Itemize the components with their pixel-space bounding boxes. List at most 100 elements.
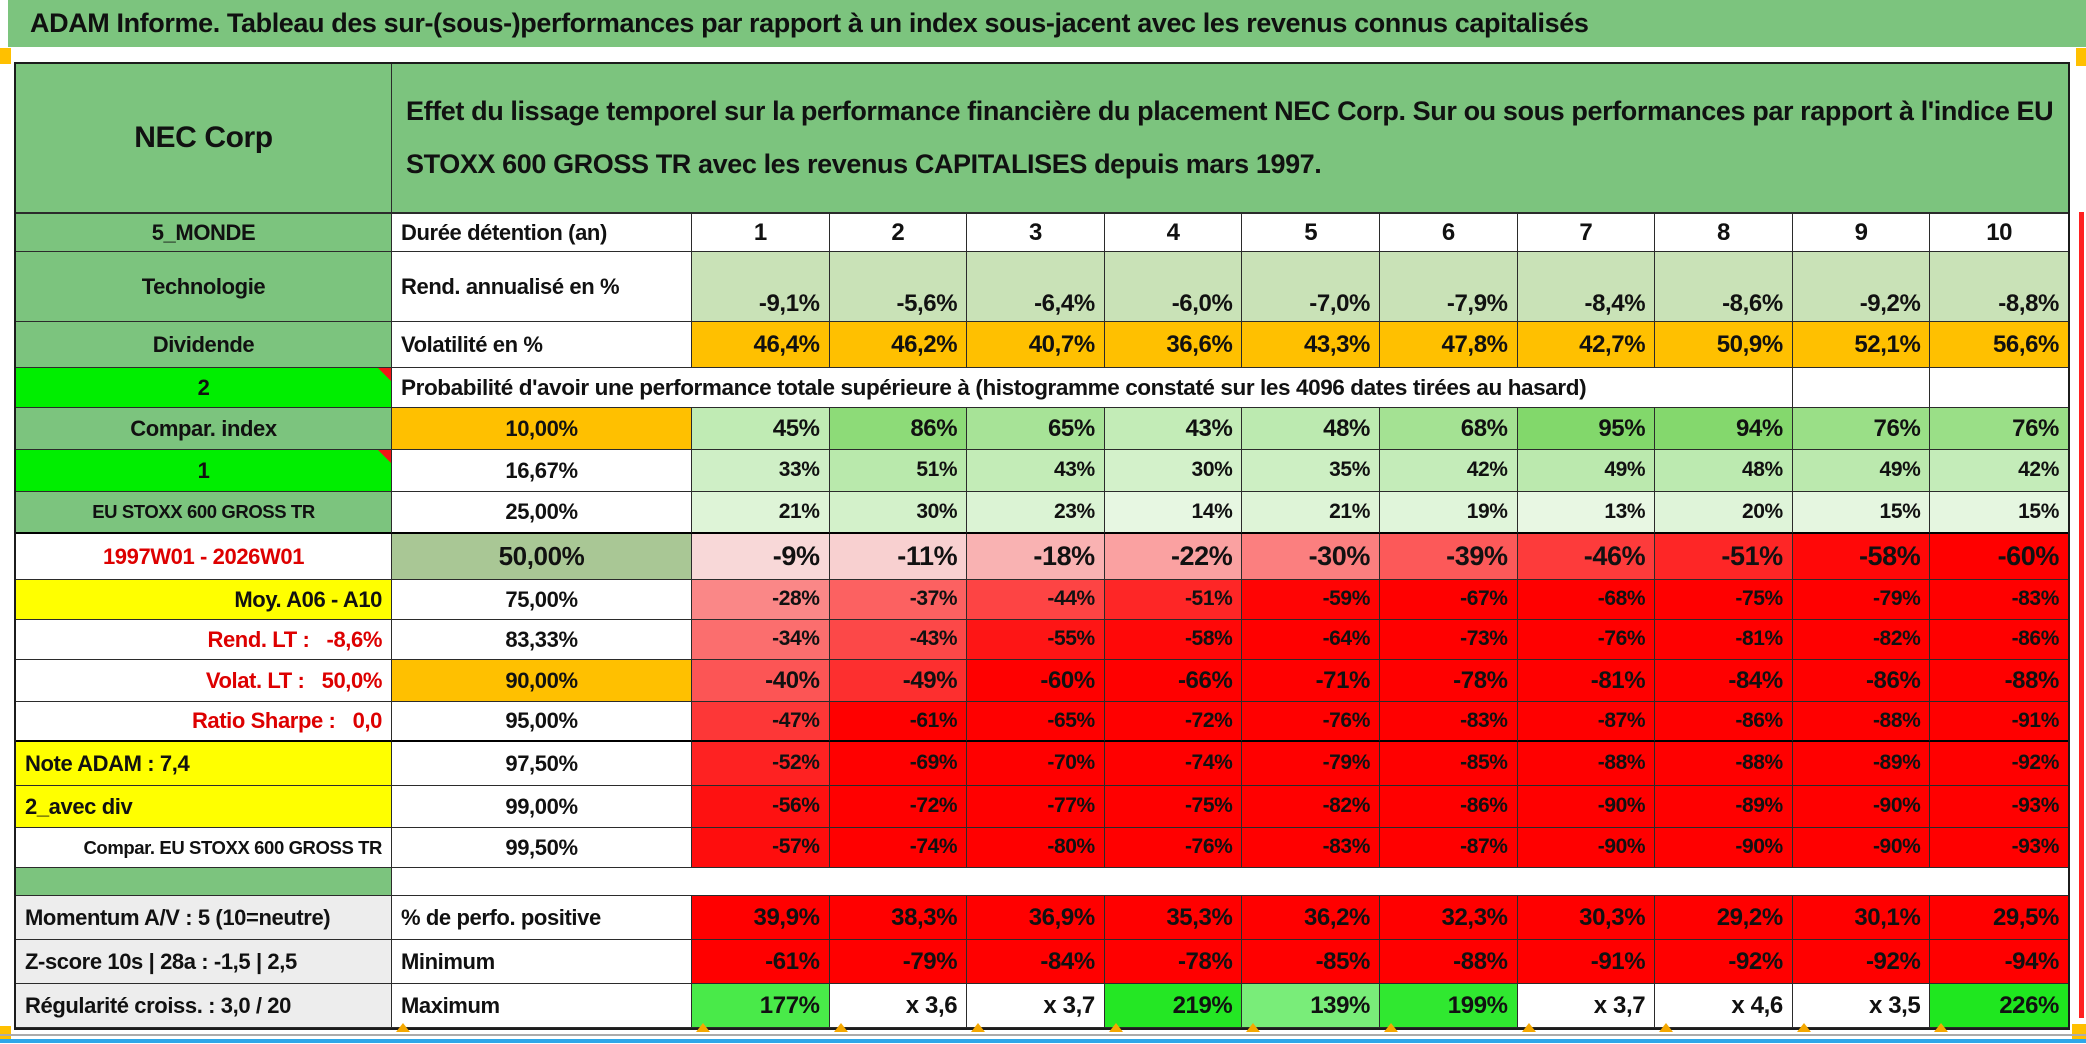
cell-r18-c6[interactable]: x 3,7 [1517, 984, 1656, 1028]
cell-r13-c6[interactable]: -90% [1517, 786, 1656, 828]
cell-r18-b[interactable]: Maximum [392, 984, 692, 1028]
cell-r12-c1[interactable]: -69% [829, 742, 968, 786]
cell-r10-c3[interactable]: -66% [1104, 660, 1243, 702]
cell-r11-c5[interactable]: -83% [1380, 702, 1518, 742]
cell-r5-a[interactable]: 1 [16, 450, 392, 492]
cell-r5-c1[interactable]: 51% [829, 450, 968, 492]
cell-r4-c2[interactable]: 65% [967, 408, 1105, 450]
cell-r1-c8[interactable]: -9,2% [1792, 252, 1931, 322]
cell-r7-c5[interactable]: -39% [1380, 534, 1518, 580]
cell-r1-c7[interactable]: -8,6% [1655, 252, 1793, 322]
cell-r4-c0[interactable]: 45% [692, 408, 830, 450]
cell-r16-c6[interactable]: 30,3% [1517, 896, 1656, 940]
cell-r14-b[interactable]: 99,50% [392, 828, 692, 868]
cell-r18-c7[interactable]: x 4,6 [1655, 984, 1793, 1028]
cell-r10-c5[interactable]: -78% [1380, 660, 1518, 702]
cell-r6-c2[interactable]: 23% [967, 492, 1105, 534]
cell-r13-c0[interactable]: -56% [692, 786, 830, 828]
cell-r6-c4[interactable]: 21% [1242, 492, 1380, 534]
cell-r0-c4[interactable]: 5 [1242, 214, 1380, 252]
cell-r2-c0[interactable]: 46,4% [692, 322, 830, 368]
cell-r5-c0[interactable]: 33% [692, 450, 830, 492]
cell-r10-c4[interactable]: -71% [1242, 660, 1380, 702]
cell-r16-c1[interactable]: 38,3% [829, 896, 968, 940]
cell-r14-c8[interactable]: -90% [1792, 828, 1931, 868]
cell-r17-c8[interactable]: -92% [1792, 940, 1931, 984]
cell-r8-c2[interactable]: -44% [967, 580, 1105, 620]
cell-r7-c4[interactable]: -30% [1242, 534, 1380, 580]
cell-r5-c9[interactable]: 42% [1930, 450, 2068, 492]
cell-r11-c0[interactable]: -47% [692, 702, 830, 742]
cell-r1-c3[interactable]: -6,0% [1104, 252, 1243, 322]
cell-r12-c6[interactable]: -88% [1517, 742, 1656, 786]
cell-r11-c8[interactable]: -88% [1792, 702, 1931, 742]
cell-r17-b[interactable]: Minimum [392, 940, 692, 984]
cell-r16-a[interactable]: Momentum A/V : 5 (10=neutre) [16, 896, 392, 940]
cell-r14-c5[interactable]: -87% [1380, 828, 1518, 868]
cell-r1-c6[interactable]: -8,4% [1517, 252, 1656, 322]
cell-r10-b[interactable]: 90,00% [392, 660, 692, 702]
cell-r1-c9[interactable]: -8,8% [1930, 252, 2068, 322]
cell-r2-c9[interactable]: 56,6% [1930, 322, 2068, 368]
cell-r8-a[interactable]: Moy. A06 - A10 [16, 580, 392, 620]
cell-r16-c2[interactable]: 36,9% [967, 896, 1105, 940]
cell-r11-c2[interactable]: -65% [967, 702, 1105, 742]
cell-r4-c1[interactable]: 86% [829, 408, 968, 450]
cell-r2-a[interactable]: Dividende [16, 322, 392, 368]
cell-r4-c4[interactable]: 48% [1242, 408, 1380, 450]
cell-r9-c9[interactable]: -86% [1930, 620, 2068, 660]
cell-r18-c4[interactable]: 139% [1242, 984, 1380, 1028]
cell-r9-b[interactable]: 83,33% [392, 620, 692, 660]
cell-r4-b[interactable]: 10,00% [392, 408, 692, 450]
cell-r18-c0[interactable]: 177% [692, 984, 830, 1028]
cell-r12-a[interactable]: Note ADAM : 7,4 [16, 742, 392, 786]
cell-r18-c8[interactable]: x 3,5 [1792, 984, 1931, 1028]
cell-r3-empty-1[interactable] [1930, 368, 2068, 408]
cell-r5-c3[interactable]: 30% [1104, 450, 1243, 492]
cell-r9-c0[interactable]: -34% [692, 620, 830, 660]
cell-r9-a[interactable]: Rend. LT : -8,6% [16, 620, 392, 660]
cell-r2-c2[interactable]: 40,7% [967, 322, 1105, 368]
cell-r6-c9[interactable]: 15% [1930, 492, 2068, 534]
cell-r4-c5[interactable]: 68% [1380, 408, 1518, 450]
cell-r11-c9[interactable]: -91% [1930, 702, 2068, 742]
cell-r18-c2[interactable]: x 3,7 [967, 984, 1105, 1028]
cell-r11-c6[interactable]: -87% [1517, 702, 1656, 742]
cell-r4-c8[interactable]: 76% [1792, 408, 1931, 450]
cell-r1-b[interactable]: Rend. annualisé en % [392, 252, 692, 322]
cell-r14-c4[interactable]: -83% [1242, 828, 1380, 868]
cell-r0-c7[interactable]: 8 [1655, 214, 1793, 252]
cell-r11-c1[interactable]: -61% [829, 702, 968, 742]
cell-r1-c0[interactable]: -9,1% [692, 252, 830, 322]
cell-r14-c9[interactable]: -93% [1930, 828, 2068, 868]
cell-r11-a[interactable]: Ratio Sharpe : 0,0 [16, 702, 392, 742]
cell-r12-b[interactable]: 97,50% [392, 742, 692, 786]
cell-r7-c2[interactable]: -18% [967, 534, 1105, 580]
cell-r0-c8[interactable]: 9 [1792, 214, 1931, 252]
cell-r16-b[interactable]: % de perfo. positive [392, 896, 692, 940]
cell-r7-c6[interactable]: -46% [1517, 534, 1656, 580]
cell-r2-c7[interactable]: 50,9% [1655, 322, 1793, 368]
cell-r10-c0[interactable]: -40% [692, 660, 830, 702]
cell-r11-c7[interactable]: -86% [1655, 702, 1793, 742]
cell-r0-c6[interactable]: 7 [1517, 214, 1656, 252]
cell-r0-c5[interactable]: 6 [1380, 214, 1518, 252]
cell-r8-c8[interactable]: -79% [1792, 580, 1931, 620]
cell-r4-c3[interactable]: 43% [1104, 408, 1243, 450]
cell-r9-c2[interactable]: -55% [967, 620, 1105, 660]
cell-r0-b[interactable]: Durée détention (an) [392, 214, 692, 252]
cell-r16-c5[interactable]: 32,3% [1380, 896, 1518, 940]
cell-r7-a[interactable]: 1997W01 - 2026W01 [16, 534, 392, 580]
cell-r16-c4[interactable]: 36,2% [1242, 896, 1380, 940]
cell-r18-c9[interactable]: 226% [1930, 984, 2068, 1028]
cell-r0-c1[interactable]: 2 [829, 214, 968, 252]
cell-r6-c7[interactable]: 20% [1655, 492, 1793, 534]
cell-r0-c9[interactable]: 10 [1930, 214, 2068, 252]
cell-r18-c3[interactable]: 219% [1104, 984, 1243, 1028]
cell-r12-c3[interactable]: -74% [1104, 742, 1243, 786]
cell-r17-c7[interactable]: -92% [1655, 940, 1793, 984]
cell-r13-c9[interactable]: -93% [1930, 786, 2068, 828]
cell-r14-c2[interactable]: -80% [967, 828, 1105, 868]
cell-r2-c3[interactable]: 36,6% [1104, 322, 1243, 368]
cell-r9-c4[interactable]: -64% [1242, 620, 1380, 660]
